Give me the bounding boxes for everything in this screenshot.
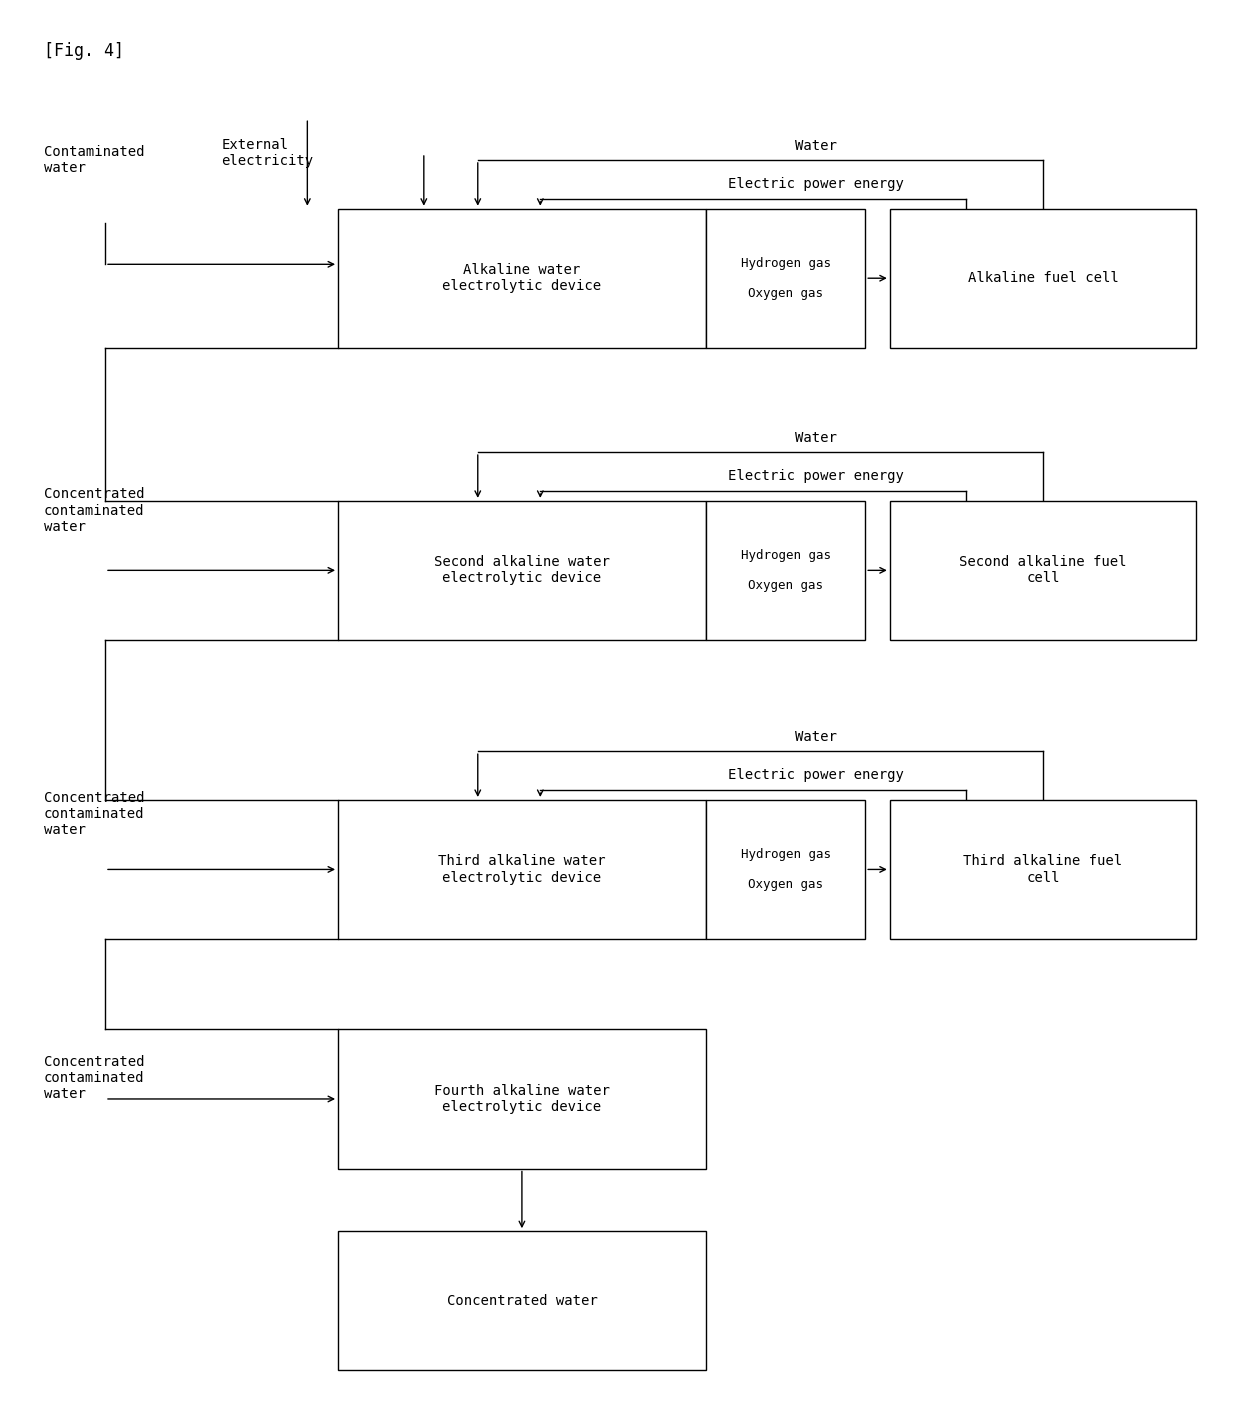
Text: Hydrogen gas

Oxygen gas: Hydrogen gas Oxygen gas [740,549,831,592]
Text: Concentrated
contaminated
water: Concentrated contaminated water [43,1055,144,1102]
Text: Electric power energy: Electric power energy [728,177,904,191]
FancyBboxPatch shape [339,799,706,939]
FancyBboxPatch shape [890,209,1197,348]
Text: Concentrated water: Concentrated water [446,1294,598,1308]
FancyBboxPatch shape [706,799,866,939]
Text: Second alkaline water
electrolytic device: Second alkaline water electrolytic devic… [434,555,610,586]
Text: Concentrated
contaminated
water: Concentrated contaminated water [43,488,144,534]
Text: Water: Water [795,431,837,445]
Text: Water: Water [795,139,837,153]
FancyBboxPatch shape [890,500,1197,639]
Text: Third alkaline water
electrolytic device: Third alkaline water electrolytic device [438,854,605,885]
Text: Contaminated
water: Contaminated water [43,145,144,176]
FancyBboxPatch shape [339,209,706,348]
FancyBboxPatch shape [706,209,866,348]
FancyBboxPatch shape [890,799,1197,939]
Text: Hydrogen gas

Oxygen gas: Hydrogen gas Oxygen gas [740,257,831,299]
FancyBboxPatch shape [339,500,706,639]
Text: Third alkaline fuel
cell: Third alkaline fuel cell [963,854,1122,885]
Text: Fourth alkaline water
electrolytic device: Fourth alkaline water electrolytic devic… [434,1083,610,1114]
Text: Electric power energy: Electric power energy [728,767,904,781]
Text: Hydrogen gas

Oxygen gas: Hydrogen gas Oxygen gas [740,849,831,891]
Text: Alkaline fuel cell: Alkaline fuel cell [967,271,1118,285]
FancyBboxPatch shape [339,1030,706,1169]
FancyBboxPatch shape [706,500,866,639]
FancyBboxPatch shape [339,1231,706,1370]
Text: Concentrated
contaminated
water: Concentrated contaminated water [43,791,144,837]
Text: [Fig. 4]: [Fig. 4] [43,42,124,60]
Text: Electric power energy: Electric power energy [728,469,904,483]
Text: Second alkaline fuel
cell: Second alkaline fuel cell [960,555,1127,586]
Text: Alkaline water
electrolytic device: Alkaline water electrolytic device [443,263,601,294]
Text: Water: Water [795,731,837,745]
Text: External
electricity: External electricity [222,138,314,169]
